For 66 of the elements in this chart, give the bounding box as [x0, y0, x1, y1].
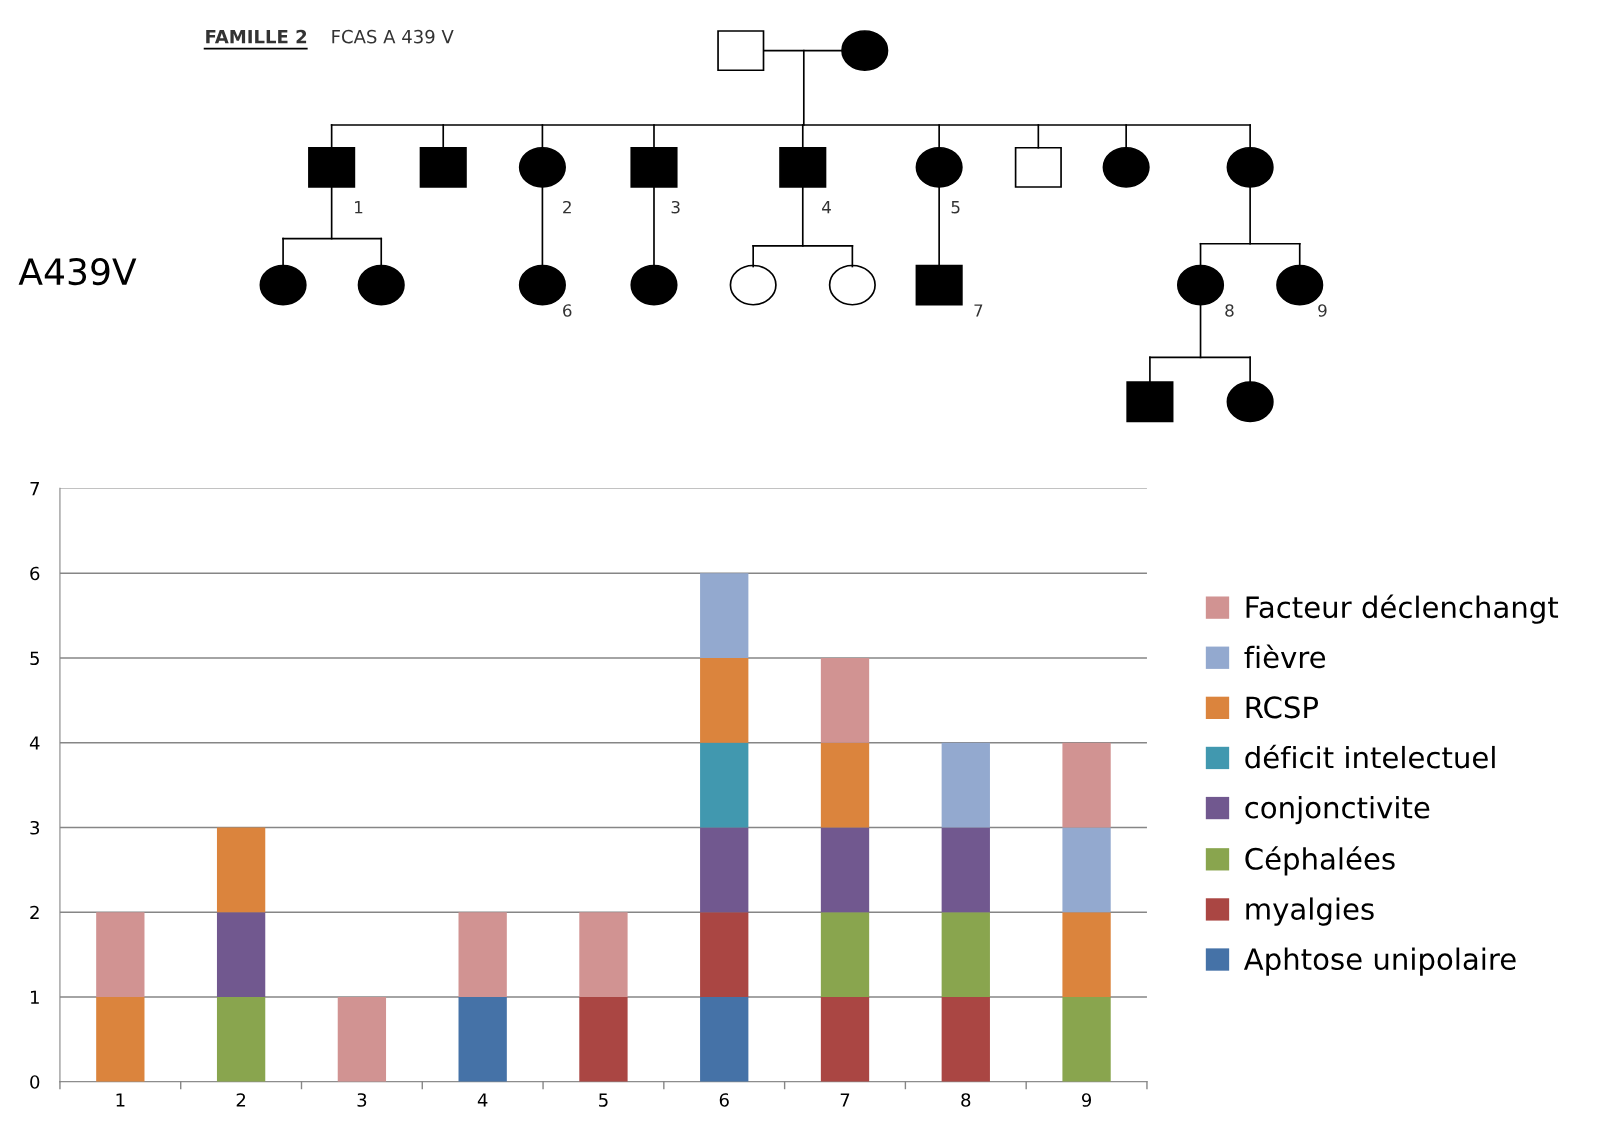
x-tick-label: 6 [719, 1093, 729, 1107]
text: 7 [974, 304, 983, 317]
text: FCAS A 439 V [332, 29, 454, 44]
bar [941, 742, 990, 828]
x-tick-label: 7 [840, 1093, 850, 1107]
x-tick-label: 1 [116, 1093, 125, 1107]
text: 8 [1225, 304, 1234, 317]
legend-label: myalgies [1246, 897, 1374, 926]
bar [700, 742, 749, 828]
text: 6 [563, 304, 572, 317]
bar [1062, 742, 1111, 828]
legend-label: déficit intelectuel [1245, 744, 1495, 769]
legend-label: Aphtose unipolaire [1243, 947, 1516, 976]
y-tick-label: 1 [30, 990, 39, 1004]
bar [96, 912, 145, 997]
bar [700, 573, 749, 658]
y-tick-label: 3 [30, 820, 40, 835]
bar [458, 996, 507, 1082]
text: FAMILLE 2 [206, 29, 307, 44]
bar [820, 827, 870, 913]
bar [96, 996, 145, 1082]
bar [700, 996, 749, 1082]
bar [337, 996, 387, 1082]
y-tick-label: 2 [30, 905, 39, 920]
y-tick-label: 7 [30, 482, 39, 496]
legend-label: Céphalées [1245, 846, 1395, 876]
bar [700, 912, 749, 997]
x-tick-label: 2 [236, 1093, 246, 1107]
y-tick-label: 0 [30, 1075, 40, 1089]
text: 1 [355, 201, 363, 214]
bar [820, 912, 870, 997]
bar [700, 827, 749, 913]
bar [1062, 827, 1111, 913]
text: A439V [18, 257, 137, 286]
bar [941, 996, 990, 1082]
y-tick-label: 5 [30, 651, 39, 666]
bar [579, 912, 628, 997]
bar [216, 912, 266, 997]
x-tick-label: 8 [961, 1093, 971, 1107]
legend-label: fièvre [1244, 644, 1326, 669]
x-tick-label: 9 [1081, 1093, 1092, 1107]
bar [820, 742, 870, 828]
text: 2 [563, 200, 571, 214]
bar [216, 996, 266, 1082]
x-tick-label: 3 [357, 1093, 367, 1107]
legend-label: RCSP [1246, 696, 1319, 719]
x-tick-label: 5 [599, 1093, 608, 1107]
bar [820, 657, 870, 743]
bar [941, 827, 990, 913]
bar [1062, 912, 1111, 997]
legend-label: Facteur déclenchangt [1246, 594, 1559, 624]
legend-label: conjonctivite [1245, 796, 1430, 825]
bar [700, 657, 749, 743]
bar [941, 912, 990, 997]
y-tick-label: 4 [29, 736, 40, 750]
bar [458, 912, 507, 997]
bar [820, 996, 870, 1082]
text: 3 [671, 200, 680, 214]
text: 5 [951, 201, 960, 214]
x-tick-label: 4 [477, 1093, 488, 1107]
bar [1062, 996, 1111, 1082]
bar [579, 996, 628, 1082]
bar [216, 827, 266, 913]
y-tick-label: 6 [30, 566, 40, 581]
text: 9 [1318, 304, 1327, 317]
text: 4 [822, 201, 831, 214]
